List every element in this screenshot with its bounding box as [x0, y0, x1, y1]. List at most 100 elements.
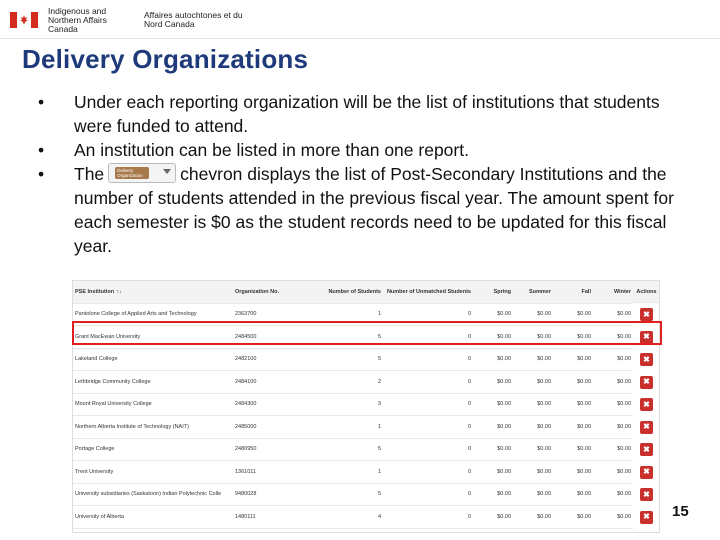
close-icon: ✖	[643, 332, 650, 341]
cell-institution: University subsidiaries (Saskatoon) Indi…	[73, 483, 233, 506]
bullet-item: • Under each reporting organization will …	[38, 92, 660, 136]
table-row: Pantolone College of Applied Arts and Te…	[73, 303, 633, 326]
cell-winter: $0.00	[593, 483, 633, 506]
cell-unmatched: 0	[383, 303, 473, 326]
cell-org-no: 2482100	[233, 348, 313, 371]
close-icon: ✖	[643, 444, 650, 454]
cell-students: 4	[313, 505, 383, 529]
cell-unmatched: 0	[383, 483, 473, 506]
column-header-students: Number of Students	[313, 281, 383, 304]
cell-summer: $0.00	[513, 325, 553, 349]
department-name-en: Indigenous and Northern Affairs Canada	[48, 5, 107, 34]
cell-summer: $0.00	[513, 415, 553, 439]
cell-winter: $0.00	[593, 415, 633, 439]
bullet-glyph: •	[38, 164, 45, 184]
delete-button[interactable]: ✖	[640, 375, 653, 389]
slide-title: Delivery Organizations	[22, 44, 309, 74]
total-students: 47	[313, 528, 383, 532]
cell-students: 5	[313, 438, 383, 461]
cell-unmatched: 0	[383, 460, 473, 484]
table-row: Lakeland College 2482100 5 0 $0.00 $0.00 $0.00…	[73, 348, 633, 371]
cell-org-no: 2485000	[233, 415, 313, 439]
sort-icon[interactable]: ↑↓	[116, 288, 122, 295]
column-header-winter: Winter	[593, 281, 633, 304]
total-summer: $0.00	[513, 528, 553, 532]
bullet-glyph: •	[38, 92, 45, 112]
delete-button[interactable]: ✖	[640, 510, 653, 524]
column-header-fall: Fall	[553, 281, 593, 304]
table-row: Northern Alberta Institute of Technology…	[73, 415, 633, 439]
cell-fall: $0.00	[553, 325, 593, 349]
cell-institution: Trent University	[73, 460, 233, 484]
table-total-row: Total470$0.00$0.00$0.00$0.00	[73, 528, 633, 532]
cell-unmatched: 0	[383, 438, 473, 461]
cell-summer: $0.00	[513, 348, 553, 371]
cell-students: 1	[313, 460, 383, 484]
table-header-row: PSE Institution ↑↓ Organization No. Numbe…	[73, 281, 633, 304]
total-winter: $0.00	[593, 528, 633, 532]
cell-summer: $0.00	[513, 505, 553, 529]
delete-button[interactable]: ✖	[640, 308, 653, 321]
bullet-glyph: •	[38, 140, 45, 160]
delivery-organization-chevron: Delivery Organization	[108, 163, 177, 184]
cell-institution: Grant MacEwan University	[73, 325, 233, 349]
column-header-unmatched: Number of Unmatched Students	[383, 281, 473, 304]
cell-institution: Lethbridge Community College	[73, 370, 233, 394]
cell-spring: $0.00	[473, 303, 513, 326]
cell-students: 3	[313, 393, 383, 416]
cell-spring: $0.00	[473, 483, 513, 506]
cell-org-no: 1480111	[233, 505, 313, 529]
cell-unmatched: 0	[383, 325, 473, 349]
cell-summer: $0.00	[513, 438, 553, 461]
government-header: Indigenous and Northern Affairs Canada A…	[10, 5, 244, 34]
column-header-actions: Actions	[633, 281, 659, 303]
total-blank	[73, 528, 233, 532]
delete-button[interactable]: ✖	[640, 420, 653, 434]
cell-students: 5	[313, 483, 383, 506]
cell-org-no: 2484500	[233, 325, 313, 349]
delete-button[interactable]: ✖	[640, 398, 653, 411]
total-unmatched: 0	[383, 528, 473, 532]
cell-institution: Portage College	[73, 438, 233, 461]
cell-summer: $0.00	[513, 393, 553, 416]
row-highlight-box	[72, 321, 662, 345]
cell-students: 5	[313, 348, 383, 371]
cell-students: 1	[313, 415, 383, 439]
cell-unmatched: 0	[383, 505, 473, 529]
cell-spring: $0.00	[473, 438, 513, 461]
cell-unmatched: 0	[383, 348, 473, 371]
close-icon: ✖	[643, 467, 650, 476]
cell-org-no: 9480028	[233, 483, 313, 506]
delete-button[interactable]: ✖	[640, 443, 653, 456]
delete-button[interactable]: ✖	[640, 488, 653, 501]
delete-button[interactable]: ✖	[640, 353, 653, 366]
cell-winter: $0.00	[593, 505, 633, 529]
table-row: University subsidiaries (Saskatoon) Indi…	[73, 483, 633, 506]
cell-spring: $0.00	[473, 393, 513, 416]
bullet-item: • An institution can be listed in more th…	[38, 140, 469, 160]
cell-org-no: 2484100	[233, 370, 313, 394]
cell-fall: $0.00	[553, 348, 593, 371]
cell-fall: $0.00	[553, 370, 593, 394]
cell-spring: $0.00	[473, 325, 513, 349]
cell-institution: Northern Alberta Institute of Technology…	[73, 415, 233, 439]
cell-students: 5	[313, 325, 383, 349]
canada-flag-icon	[10, 12, 38, 28]
cell-spring: $0.00	[473, 348, 513, 371]
table-row: Lethbridge Community College 2484100 2 0 $0.…	[73, 370, 633, 394]
cell-students: 2	[313, 370, 383, 394]
cell-org-no: 2480950	[233, 438, 313, 461]
cell-unmatched: 0	[383, 393, 473, 416]
cell-students: 1	[313, 303, 383, 326]
institutions-table: PSE Institution ↑↓ Organization No. Numbe…	[73, 281, 633, 532]
delete-button[interactable]: ✖	[640, 465, 653, 479]
column-header-institution[interactable]: PSE Institution ↑↓	[73, 281, 233, 304]
cell-unmatched: 0	[383, 415, 473, 439]
cell-org-no: 2363700	[233, 303, 313, 326]
close-icon: ✖	[643, 354, 650, 364]
column-header-summer: Summer	[513, 281, 553, 304]
cell-fall: $0.00	[553, 505, 593, 529]
cell-fall: $0.00	[553, 415, 593, 439]
delete-button[interactable]: ✖	[640, 330, 653, 344]
cell-spring: $0.00	[473, 505, 513, 529]
